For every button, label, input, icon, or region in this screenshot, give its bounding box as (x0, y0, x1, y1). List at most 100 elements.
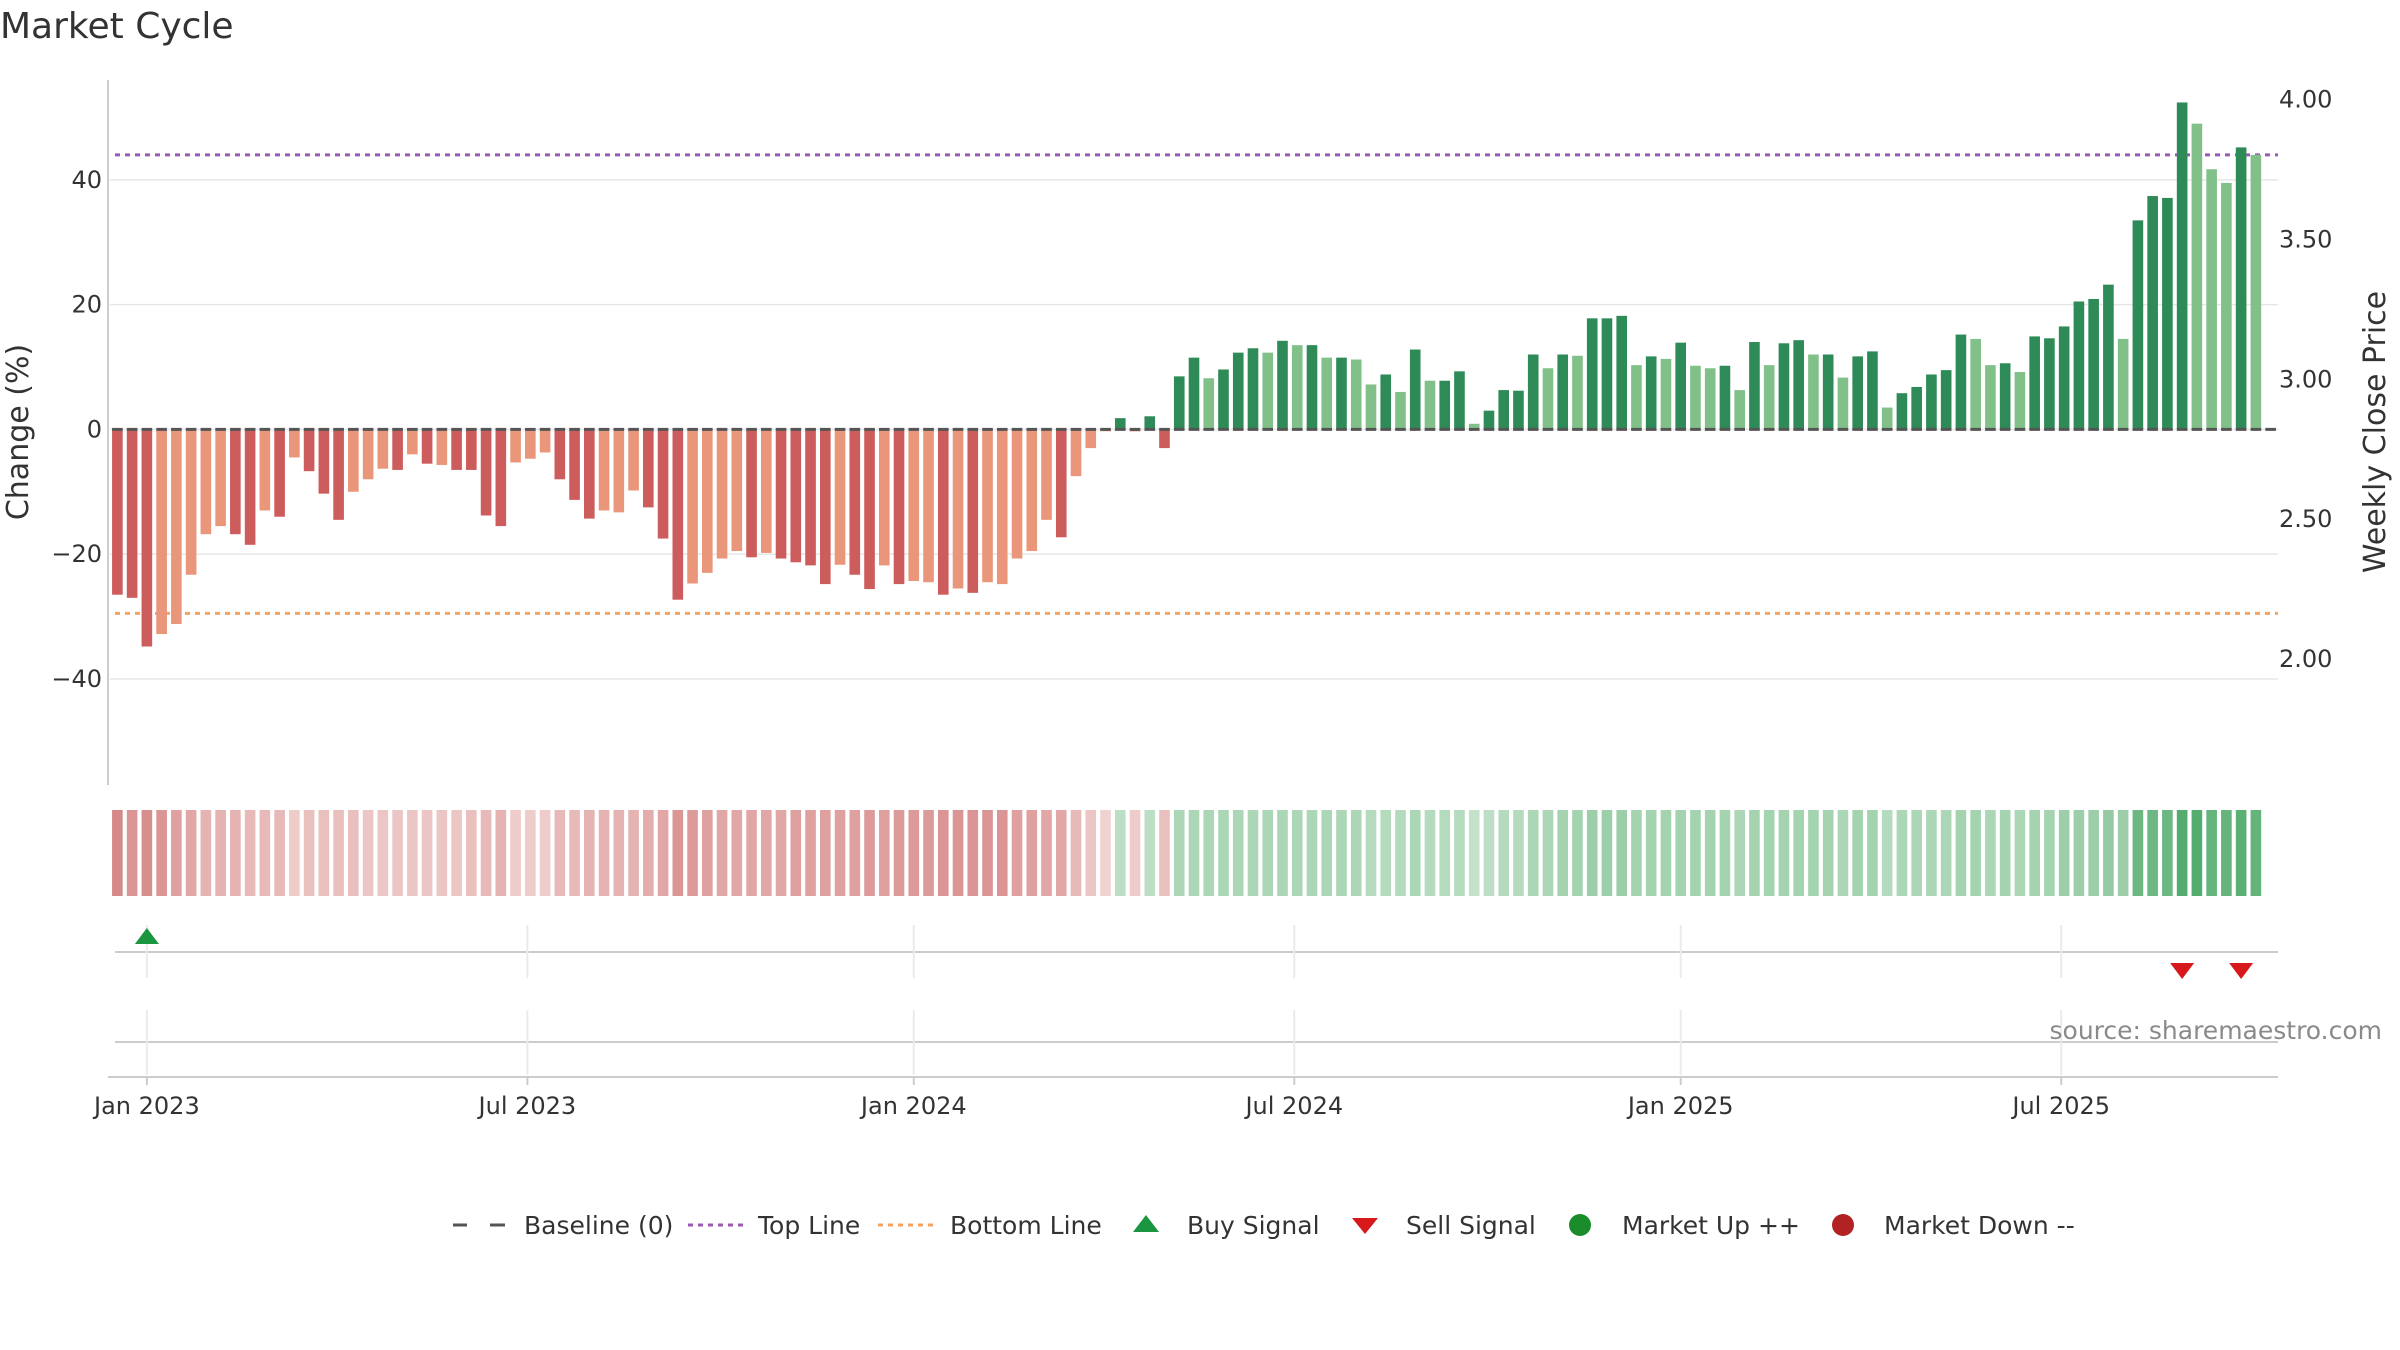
strength-cell (362, 810, 374, 896)
legend-label: Market Down -- (1884, 1211, 2075, 1240)
change-bar (1395, 391, 1406, 430)
y-axis-ticks: −40 −20 0 20 40 (51, 166, 102, 693)
change-bar (2235, 147, 2247, 430)
change-bar (171, 429, 182, 625)
strength-cell (2147, 810, 2158, 896)
change-bar (480, 429, 492, 516)
strength-cell (141, 810, 153, 896)
change-bar (451, 429, 462, 470)
change-bar (1262, 352, 1274, 430)
strength-cell (318, 810, 330, 896)
change-bar (1881, 407, 1893, 430)
strength-cell (701, 810, 713, 896)
strength-cell (1778, 810, 1790, 896)
strength-cell (230, 810, 241, 896)
strength-cell (731, 810, 743, 896)
strength-cell (2162, 810, 2173, 896)
change-bars (112, 102, 2262, 647)
change-bar (289, 429, 300, 458)
strength-cell (1055, 810, 1067, 896)
strength-cell (598, 810, 610, 896)
change-bar (421, 429, 433, 464)
strength-cell (1926, 810, 1937, 896)
strength-cell (657, 810, 669, 896)
strength-cell (1837, 810, 1849, 896)
strength-cell (760, 810, 772, 896)
change-bar (598, 429, 610, 511)
strength-cell (628, 810, 639, 896)
strength-cell (1173, 810, 1185, 896)
strength-cell (819, 810, 831, 896)
change-bar (1970, 338, 1981, 430)
change-bar (746, 429, 757, 558)
x-tick-label: Jan 2024 (859, 1092, 967, 1120)
legend-top-line: Top Line (688, 1211, 860, 1240)
strength-cell (2206, 810, 2217, 896)
change-bar (1955, 334, 1967, 430)
y2-axis-label: Weekly Close Price (2358, 291, 2393, 573)
change-bar (466, 429, 477, 470)
change-bar (1218, 369, 1229, 430)
strength-cell (1763, 810, 1775, 896)
strength-cell (687, 810, 698, 896)
legend-sell-signal: Sell Signal (1352, 1211, 1536, 1240)
y2-axis-ticks: 2.00 2.50 3.00 3.50 4.00 (2279, 86, 2332, 674)
change-bar (643, 429, 654, 508)
change-bar (1409, 349, 1421, 430)
strength-cell (834, 810, 846, 896)
change-bar (805, 429, 816, 566)
change-bar (1247, 348, 1259, 430)
strength-cell (1616, 810, 1628, 896)
change-bar (1763, 365, 1775, 430)
change-bar (333, 429, 344, 520)
change-bar (2103, 284, 2114, 430)
change-bar (259, 429, 271, 511)
strength-cell (1513, 810, 1524, 896)
strength-cell (1896, 810, 1908, 896)
strength-cell (244, 810, 256, 896)
change-bar (1203, 378, 1215, 430)
change-bar (1454, 371, 1465, 430)
strength-cell (112, 810, 123, 896)
strength-cell (1719, 810, 1731, 896)
strength-cell (1911, 810, 1922, 896)
vertical-grid (145, 925, 2063, 1075)
y2-tick-label: 4.00 (2279, 86, 2332, 114)
change-bar (1822, 354, 1834, 430)
strength-cell (436, 810, 448, 896)
strength-cell (1336, 810, 1347, 896)
change-bar (1557, 354, 1569, 430)
strength-cell (466, 810, 477, 896)
strength-cell (1955, 810, 1967, 896)
change-bar (554, 429, 566, 480)
strength-cell (1409, 810, 1421, 896)
change-bar (1896, 393, 1908, 430)
change-bar (716, 429, 728, 559)
change-bar (1542, 368, 1554, 430)
legend: Baseline (0) Top Line Bottom Line Buy Si… (453, 1211, 2075, 1240)
change-bar (1188, 357, 1200, 430)
strength-cell (126, 810, 138, 896)
change-bar (1734, 390, 1745, 430)
strength-cell (908, 810, 920, 896)
change-bar (274, 429, 285, 517)
change-bar (156, 429, 167, 635)
change-bar (2176, 102, 2188, 430)
change-bar (377, 429, 389, 469)
strength-cell (259, 810, 271, 896)
y2-tick-label: 3.50 (2279, 225, 2332, 253)
change-bar (2147, 196, 2158, 430)
strength-cell (1247, 810, 1259, 896)
change-bar (2073, 301, 2085, 430)
strength-cell (937, 810, 949, 896)
legend-market-up-icon (1569, 1214, 1591, 1236)
strength-cell (1557, 810, 1569, 896)
strength-cell (274, 810, 285, 896)
change-bar (495, 429, 507, 527)
change-bar (2088, 298, 2099, 430)
strength-cell (967, 810, 979, 896)
strength-cell (1262, 810, 1274, 896)
change-bar (1483, 410, 1495, 430)
strength-cell (775, 810, 787, 896)
change-bar (1985, 365, 1996, 430)
